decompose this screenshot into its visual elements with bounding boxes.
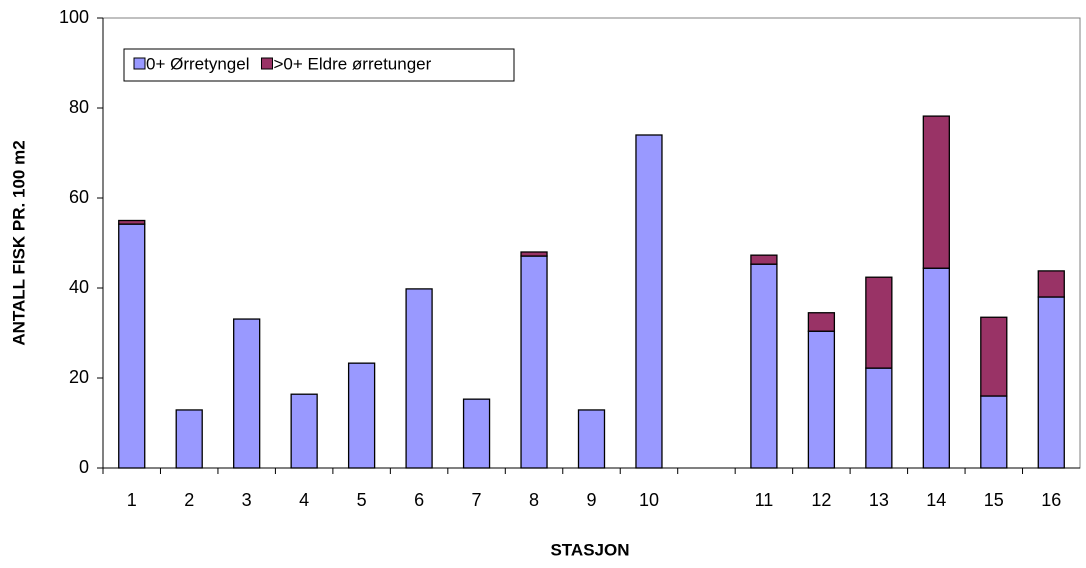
bar-segment <box>520 255 548 469</box>
x-tick-label: 3 <box>242 490 252 510</box>
legend-label: 0+ Ørretyngel <box>146 54 249 73</box>
legend-label: >0+ Eldre ørretunger <box>273 54 431 73</box>
bar-segment <box>1037 270 1065 298</box>
x-axis-label: STASJON <box>550 540 629 559</box>
bar-segment <box>290 393 318 469</box>
x-tick-label: 11 <box>755 490 774 510</box>
bar-segment <box>922 115 950 269</box>
bar-segment <box>865 276 893 369</box>
legend-swatch <box>260 57 273 70</box>
bar-segment <box>635 134 663 469</box>
bar-segment <box>347 362 376 469</box>
bar-segment <box>118 223 146 469</box>
x-tick-label: 15 <box>984 490 1004 510</box>
legend: 0+ Ørretyngel >0+ Eldre ørretunger <box>123 48 515 82</box>
y-tick-label: 0 <box>79 457 89 477</box>
x-tick-label: 5 <box>357 490 367 510</box>
bar-segment <box>980 395 1008 469</box>
y-tick-label: 80 <box>69 97 89 117</box>
bar-segment <box>520 251 548 257</box>
bar-segment <box>233 318 261 469</box>
x-tick-label: 6 <box>414 490 424 510</box>
x-tick-label: 9 <box>586 490 596 510</box>
y-tick-label: 20 <box>69 367 89 387</box>
bar-segment <box>750 263 778 469</box>
x-tick-label: 16 <box>1041 490 1061 510</box>
x-tick-label: 1 <box>127 490 137 510</box>
x-tick-label: 2 <box>184 490 194 510</box>
bar-segment <box>175 409 203 469</box>
y-tick-label: 100 <box>59 7 89 27</box>
x-tick-label: 10 <box>639 490 659 510</box>
bar-segment <box>807 330 836 469</box>
bar-segment <box>462 398 491 469</box>
y-tick-label: 40 <box>69 277 89 297</box>
x-tick-label: 12 <box>811 490 831 510</box>
bar-segment <box>405 288 433 469</box>
y-tick-label: 60 <box>69 187 89 207</box>
bar-segment <box>118 219 146 225</box>
bar-segment <box>750 254 778 265</box>
x-tick-label: 14 <box>926 490 946 510</box>
bar-segment <box>865 367 893 469</box>
x-tick-label: 8 <box>529 490 539 510</box>
bar-segment <box>577 409 606 469</box>
y-axis-label: ANTALL FISK PR. 100 m2 <box>9 140 28 345</box>
bar-segment <box>922 267 950 469</box>
legend-box <box>123 48 515 82</box>
x-tick-label: 7 <box>472 490 482 510</box>
x-tick-label: 4 <box>299 490 309 510</box>
legend-swatch <box>133 57 146 70</box>
bar-segment <box>980 316 1008 397</box>
bar-segment <box>1037 296 1065 469</box>
bar-segment <box>807 312 836 332</box>
x-tick-label: 13 <box>869 490 889 510</box>
